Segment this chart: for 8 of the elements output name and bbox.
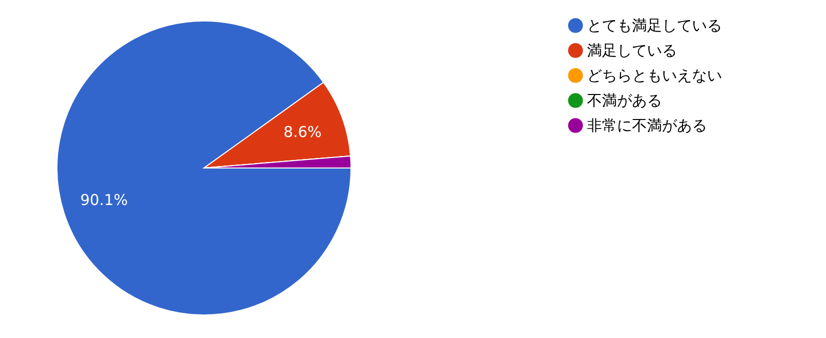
- data-label: 8.6%: [284, 122, 322, 141]
- legend-label: どちらともいえない: [587, 66, 722, 84]
- data-label: 90.1%: [80, 191, 128, 210]
- legend-label: 満足している: [587, 42, 677, 60]
- legend-label: 非常に不満がある: [587, 116, 707, 134]
- legend-label: とても満足している: [587, 16, 722, 34]
- pie-slice: [56, 20, 352, 316]
- legend-label: 不満がある: [587, 92, 662, 110]
